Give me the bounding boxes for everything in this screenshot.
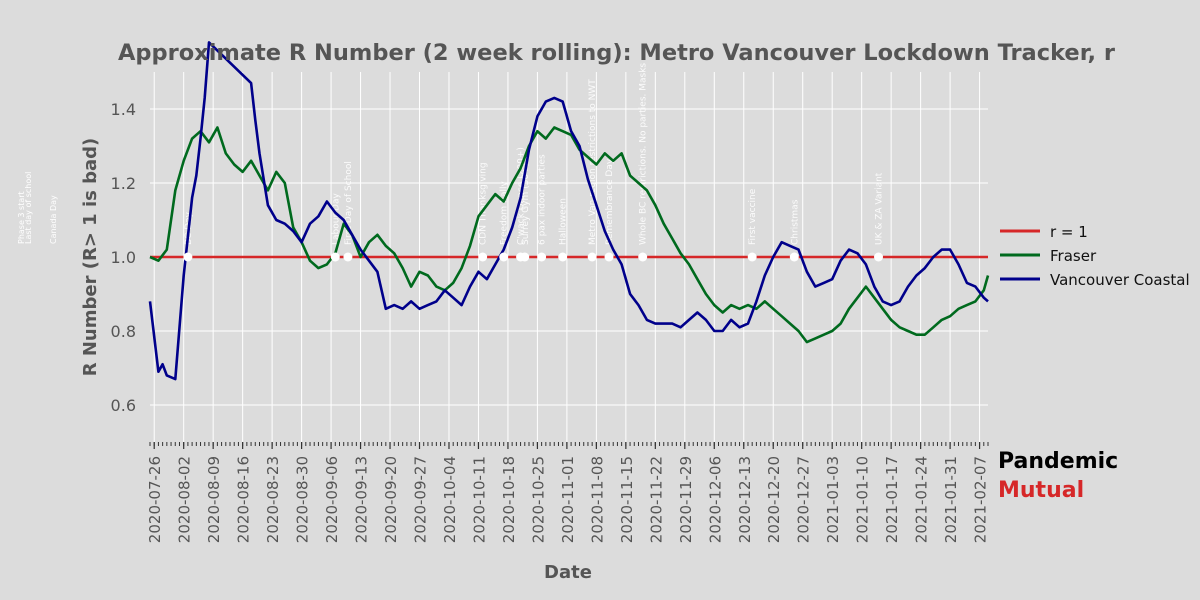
x-tick-label: 2020-10-04 [441,456,459,543]
event-marker [537,252,547,262]
x-tick-label: 2020-12-06 [706,456,724,543]
event-marker [638,252,648,262]
x-tick-label: 2020-11-29 [677,456,695,543]
y-tick-label: 0.6 [111,396,136,415]
x-tick-label: 2020-09-13 [353,456,371,543]
x-tick-label: 2020-11-22 [647,456,665,543]
chart-title: Approximate R Number (2 week rolling): M… [118,40,1116,66]
x-tick-label: 2020-10-25 [529,456,547,543]
series [148,41,990,381]
legend-label: r = 1 [1050,223,1088,241]
margin-note: Phase 3 start [17,191,26,244]
x-tick-label: 2020-11-15 [618,456,636,543]
event-marker [604,252,614,262]
x-tick-label: 2020-12-13 [736,456,754,543]
event-label: 6 pax indoor parties [538,154,548,245]
event-label: Halloween [559,198,569,245]
y-tick-label: 1.4 [111,100,136,119]
y-tick-label: 1.2 [111,174,136,193]
y-tick-label: 0.8 [111,322,136,341]
event-label: UK & ZA Variant [875,172,885,245]
x-tick-label: 2021-01-24 [913,456,931,543]
margin-note: Canada Day [49,195,58,244]
x-tick-label: 2020-11-01 [559,456,577,543]
x-tick-label: 2021-02-07 [972,456,990,543]
x-tick-label: 2020-08-30 [294,456,312,543]
event-marker [874,252,884,262]
event-marker [499,252,509,262]
event-marker [587,252,597,262]
event-marker [343,252,353,262]
y-tick-label: 1.0 [111,248,136,267]
x-tick-label: 2020-07-26 [146,456,164,543]
event-marker [330,252,340,262]
margin-note: Last day of school [24,172,33,244]
x-tick-label: 2020-11-08 [588,456,606,543]
legend-label: Fraser [1050,247,1097,265]
x-tick-label: 2020-10-11 [470,456,488,543]
event-label: Labour Day [331,193,341,245]
event-markers [183,252,884,262]
event-label: Remembrance Day [605,158,615,245]
x-tick-label: 2020-08-23 [264,456,282,543]
x-tick-label: 2020-08-16 [235,456,253,543]
event-label: Freedom Rally [500,180,510,245]
x-tick-label: 2020-12-27 [795,456,813,543]
x-tick-label: 2020-10-18 [500,456,518,543]
event-marker [183,252,193,262]
legend-label: Vancouver Coastal [1050,271,1190,289]
x-tick-label: 2020-12-20 [765,456,783,543]
series-line-fraser [149,126,990,344]
series-line-vancouver-coastal [148,41,989,381]
event-marker [558,252,568,262]
event-label: Surrey Gym (30+) [521,163,531,245]
event-label: First vaccine [748,188,758,245]
y-axis-label: R Number (R> 1 is bad) [80,138,101,377]
x-tick-label: 2020-08-02 [176,456,194,543]
event-marker [789,252,799,262]
x-axis-label: Date [544,562,592,583]
x-tick-label: 2021-01-03 [824,456,842,543]
event-marker [478,252,488,262]
event-marker [747,252,757,262]
x-tick-label: 2021-01-17 [883,456,901,543]
axes: 0.6 0.8 1.0 1.2 1.4 2020-07-26 2020-08-02 2020-… [111,100,990,543]
event-label: Whole BC restrictions. No parties. Masks [639,63,649,245]
legend: r = 1 Fraser Vancouver Coastal [1000,223,1190,289]
x-tick-label: 2020-08-09 [205,456,223,543]
x-tick-label: 2021-01-10 [854,456,872,543]
event-label: First Day of School [344,161,354,245]
x-tick-label: 2021-01-31 [942,456,960,543]
brand-pandemic: Pandemic [998,449,1119,474]
brand-mutual: Mutual [998,478,1085,503]
event-label: Christmas [790,199,800,245]
event-label: CDN Thanksgiving [479,162,489,245]
x-tick-label: 2020-09-27 [412,456,430,543]
x-tick-label: 2020-09-20 [382,456,400,543]
x-tick-label: 2020-09-06 [323,456,341,543]
event-marker [520,252,530,262]
